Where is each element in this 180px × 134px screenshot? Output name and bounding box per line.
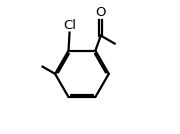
Text: O: O: [96, 6, 106, 19]
Text: Cl: Cl: [63, 19, 76, 32]
